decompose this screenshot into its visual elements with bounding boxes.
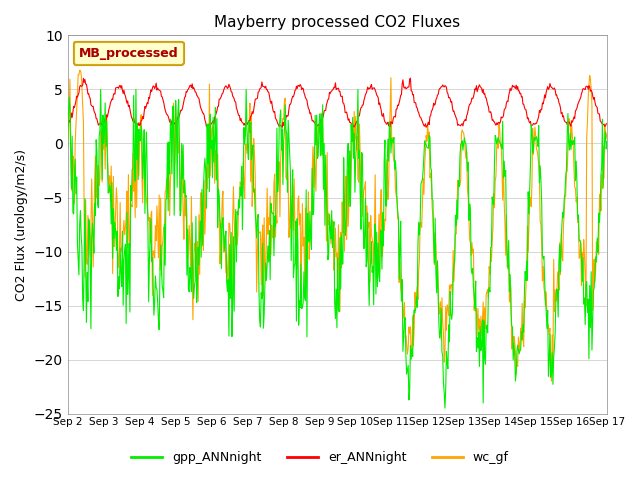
- wc_gf: [130, 189, 138, 194]
- er_ANNnight: [404, 84, 412, 90]
- Legend: gpp_ANNnight, er_ANNnight, wc_gf: gpp_ANNnight, er_ANNnight, wc_gf: [126, 446, 514, 469]
- Line: gpp_ANNnight: gpp_ANNnight: [68, 89, 607, 408]
- er_ANNnight: [74, 95, 81, 100]
- er_ANNnight: [420, 123, 428, 129]
- gpp_ANNnight: [184, 286, 192, 292]
- Legend: MB_processed: MB_processed: [74, 42, 184, 65]
- er_ANNnight: [278, 124, 286, 130]
- gpp_ANNnight: [97, 86, 104, 92]
- wc_gf: [404, 351, 412, 357]
- wc_gf: [213, 156, 221, 162]
- wc_gf: [548, 378, 556, 384]
- gpp_ANNnight: [213, 116, 221, 121]
- wc_gf: [603, 130, 611, 136]
- er_ANNnight: [603, 120, 611, 126]
- Line: wc_gf: wc_gf: [68, 70, 607, 381]
- gpp_ANNnight: [404, 367, 412, 372]
- Title: Mayberry processed CO2 Fluxes: Mayberry processed CO2 Fluxes: [214, 15, 460, 30]
- wc_gf: [74, 91, 81, 97]
- er_ANNnight: [184, 87, 191, 93]
- er_ANNnight: [406, 75, 414, 81]
- gpp_ANNnight: [419, 167, 427, 173]
- gpp_ANNnight: [603, 139, 611, 144]
- er_ANNnight: [129, 119, 137, 124]
- Y-axis label: CO2 Flux (urology/m2/s): CO2 Flux (urology/m2/s): [15, 149, 28, 300]
- gpp_ANNnight: [130, 93, 138, 98]
- gpp_ANNnight: [74, 240, 81, 246]
- er_ANNnight: [64, 123, 72, 129]
- wc_gf: [64, 112, 72, 118]
- wc_gf: [419, 176, 427, 181]
- wc_gf: [184, 241, 192, 247]
- er_ANNnight: [212, 110, 220, 116]
- wc_gf: [76, 67, 83, 73]
- gpp_ANNnight: [441, 405, 449, 411]
- gpp_ANNnight: [64, 144, 72, 150]
- Line: er_ANNnight: er_ANNnight: [68, 78, 607, 127]
